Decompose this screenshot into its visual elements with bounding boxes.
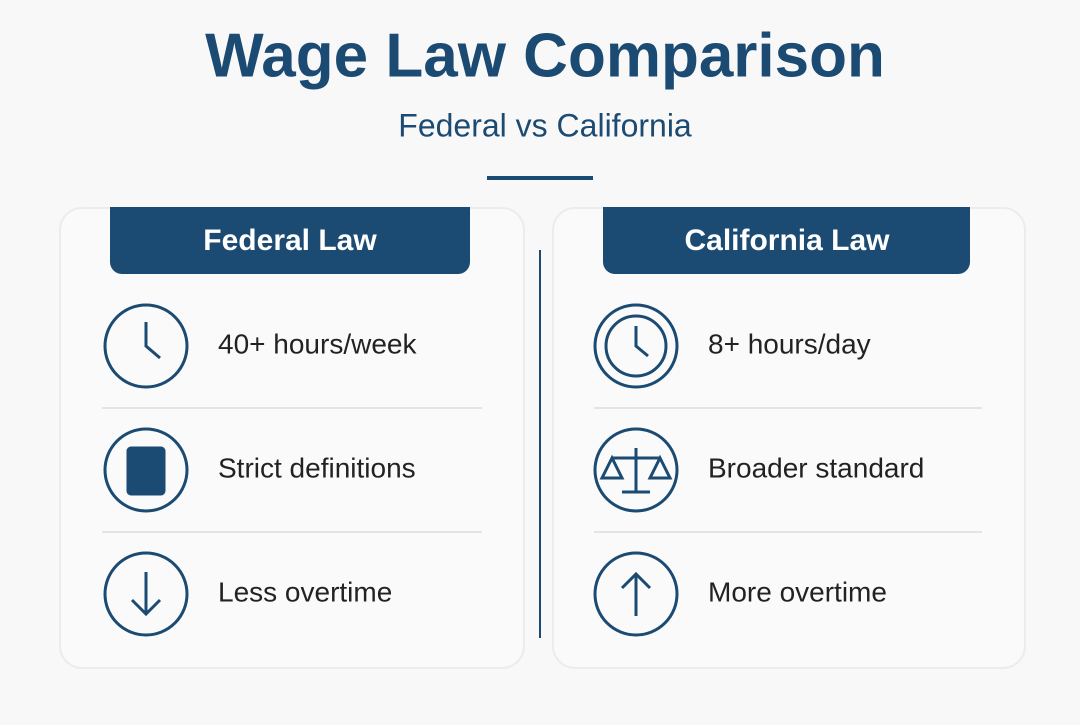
panel-title: California Law bbox=[684, 224, 890, 257]
panel-header bbox=[110, 207, 470, 274]
panel-title: Federal Law bbox=[203, 224, 377, 257]
icons bbox=[103, 303, 679, 637]
items: 40+ hours/week Strict definitions Less o… bbox=[218, 328, 924, 607]
title: Wage Law Comparison bbox=[205, 21, 885, 90]
panel-header bbox=[603, 207, 970, 274]
item: 8+ hours/day bbox=[708, 328, 871, 359]
row-separators bbox=[102, 407, 982, 533]
item: Broader standard bbox=[708, 452, 924, 483]
item: Less overtime bbox=[218, 576, 392, 607]
item: More overtime bbox=[708, 576, 887, 607]
item: 40+ hours/week bbox=[218, 328, 417, 359]
subtitle: Federal vs California bbox=[398, 107, 692, 143]
item: Strict definitions bbox=[218, 452, 416, 483]
